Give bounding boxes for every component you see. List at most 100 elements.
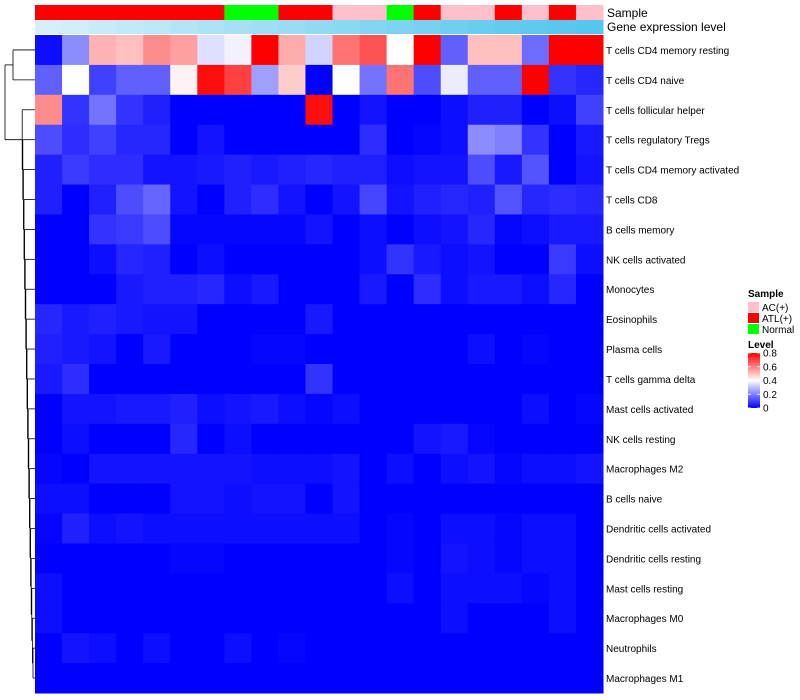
expression-annotation-cell bbox=[413, 20, 442, 34]
heatmap-cell bbox=[116, 513, 144, 544]
heatmap-cell bbox=[89, 633, 117, 664]
heatmap-cell bbox=[413, 423, 442, 455]
heatmap-cell bbox=[494, 573, 523, 604]
heatmap-cell bbox=[89, 124, 117, 156]
heatmap-cell bbox=[278, 453, 306, 485]
heatmap-cell bbox=[224, 184, 252, 215]
heatmap-cell bbox=[35, 633, 63, 664]
heatmap-cell bbox=[62, 483, 90, 515]
heatmap-cell bbox=[575, 573, 604, 604]
heatmap-cell bbox=[305, 483, 334, 515]
heatmap-cell bbox=[116, 274, 144, 305]
heatmap-cell bbox=[494, 154, 523, 186]
heatmap-cell bbox=[143, 393, 171, 425]
heatmap-cell bbox=[305, 154, 334, 186]
heatmap-cell bbox=[413, 513, 442, 544]
sample-annotation-cell bbox=[35, 5, 63, 20]
sample-annotation-cell bbox=[62, 5, 90, 20]
heatmap-cell bbox=[89, 663, 117, 694]
heatmap-cell bbox=[224, 483, 252, 515]
heatmap-cell bbox=[467, 513, 496, 544]
heatmap-cell bbox=[494, 483, 523, 515]
heatmap-cell bbox=[62, 423, 90, 455]
heatmap-cell bbox=[521, 423, 550, 455]
heatmap-cell bbox=[278, 364, 306, 395]
heatmap-cell bbox=[359, 154, 388, 186]
heatmap-cell bbox=[440, 244, 469, 275]
heatmap-cell bbox=[62, 364, 90, 395]
heatmap-cell bbox=[197, 393, 225, 425]
heatmap-cell bbox=[467, 483, 496, 515]
heatmap-cell bbox=[413, 124, 442, 156]
heatmap-cell bbox=[35, 274, 63, 305]
heatmap-cell bbox=[467, 633, 496, 664]
heatmap-cell bbox=[521, 124, 550, 156]
heatmap-cell bbox=[494, 423, 523, 455]
heatmap-cell bbox=[278, 513, 306, 544]
heatmap-cell bbox=[494, 304, 523, 335]
heatmap-cell bbox=[197, 154, 225, 186]
heatmap-cell bbox=[386, 64, 415, 96]
heatmap-cell bbox=[251, 184, 279, 215]
heatmap-cell bbox=[575, 603, 604, 634]
heatmap-cell bbox=[251, 124, 279, 156]
heatmap-cell bbox=[440, 603, 469, 634]
heatmap-cell bbox=[332, 453, 361, 485]
heatmap-cell bbox=[143, 334, 171, 365]
heatmap-cell bbox=[305, 184, 334, 215]
heatmap-cell bbox=[413, 64, 442, 96]
heatmap-cell bbox=[521, 603, 550, 634]
heatmap-cell bbox=[386, 633, 415, 664]
heatmap-cell bbox=[35, 184, 63, 215]
row-label: Dendritic cells resting bbox=[606, 554, 701, 565]
heatmap-cell bbox=[467, 244, 496, 275]
heatmap-cell bbox=[521, 513, 550, 544]
annotation-label-sample: Sample bbox=[607, 6, 648, 20]
heatmap-cell bbox=[89, 334, 117, 365]
heatmap-cell bbox=[197, 483, 225, 515]
heatmap-cell bbox=[413, 274, 442, 305]
heatmap-cell bbox=[62, 184, 90, 215]
row-labels: T cells CD4 memory resting T cells CD4 na… bbox=[606, 46, 739, 685]
heatmap-cell bbox=[170, 244, 198, 275]
heatmap-cell bbox=[359, 244, 388, 275]
heatmap-cell bbox=[116, 334, 144, 365]
heatmap-cell bbox=[305, 35, 334, 66]
heatmap-cell bbox=[197, 543, 225, 574]
heatmap-cell bbox=[575, 124, 604, 156]
sample-legend-label: ATL(+) bbox=[762, 314, 792, 325]
heatmap-cell bbox=[332, 154, 361, 186]
heatmap-cell bbox=[305, 364, 334, 395]
heatmap-cell bbox=[548, 573, 577, 604]
heatmap-cell bbox=[251, 603, 279, 634]
heatmap-cell bbox=[116, 393, 144, 425]
heatmap-cell bbox=[143, 64, 171, 96]
heatmap-cell bbox=[332, 214, 361, 245]
heatmap-cell bbox=[89, 214, 117, 245]
heatmap-cell bbox=[575, 94, 604, 126]
heatmap-cell bbox=[89, 393, 117, 425]
heatmap-cell bbox=[548, 453, 577, 485]
heatmap-cell bbox=[278, 184, 306, 215]
heatmap-cell bbox=[332, 64, 361, 96]
heatmap-cell bbox=[359, 573, 388, 604]
heatmap-cell bbox=[548, 35, 577, 66]
sample-annotation-cell bbox=[386, 5, 415, 20]
heatmap-cell bbox=[278, 154, 306, 186]
heatmap-cell bbox=[89, 304, 117, 335]
heatmap-cell bbox=[386, 154, 415, 186]
heatmap-cell bbox=[575, 64, 604, 96]
heatmap-cell bbox=[143, 543, 171, 574]
heatmap-cell bbox=[521, 274, 550, 305]
heatmap-cell bbox=[197, 214, 225, 245]
heatmap-cell bbox=[440, 274, 469, 305]
heatmap-cell bbox=[170, 603, 198, 634]
heatmap-cell bbox=[251, 633, 279, 664]
heatmap-cell bbox=[413, 573, 442, 604]
heatmap-cell bbox=[224, 214, 252, 245]
heatmap-cell bbox=[35, 543, 63, 574]
heatmap-cell bbox=[332, 304, 361, 335]
heatmap-cell bbox=[386, 94, 415, 126]
heatmap-cell bbox=[359, 663, 388, 694]
